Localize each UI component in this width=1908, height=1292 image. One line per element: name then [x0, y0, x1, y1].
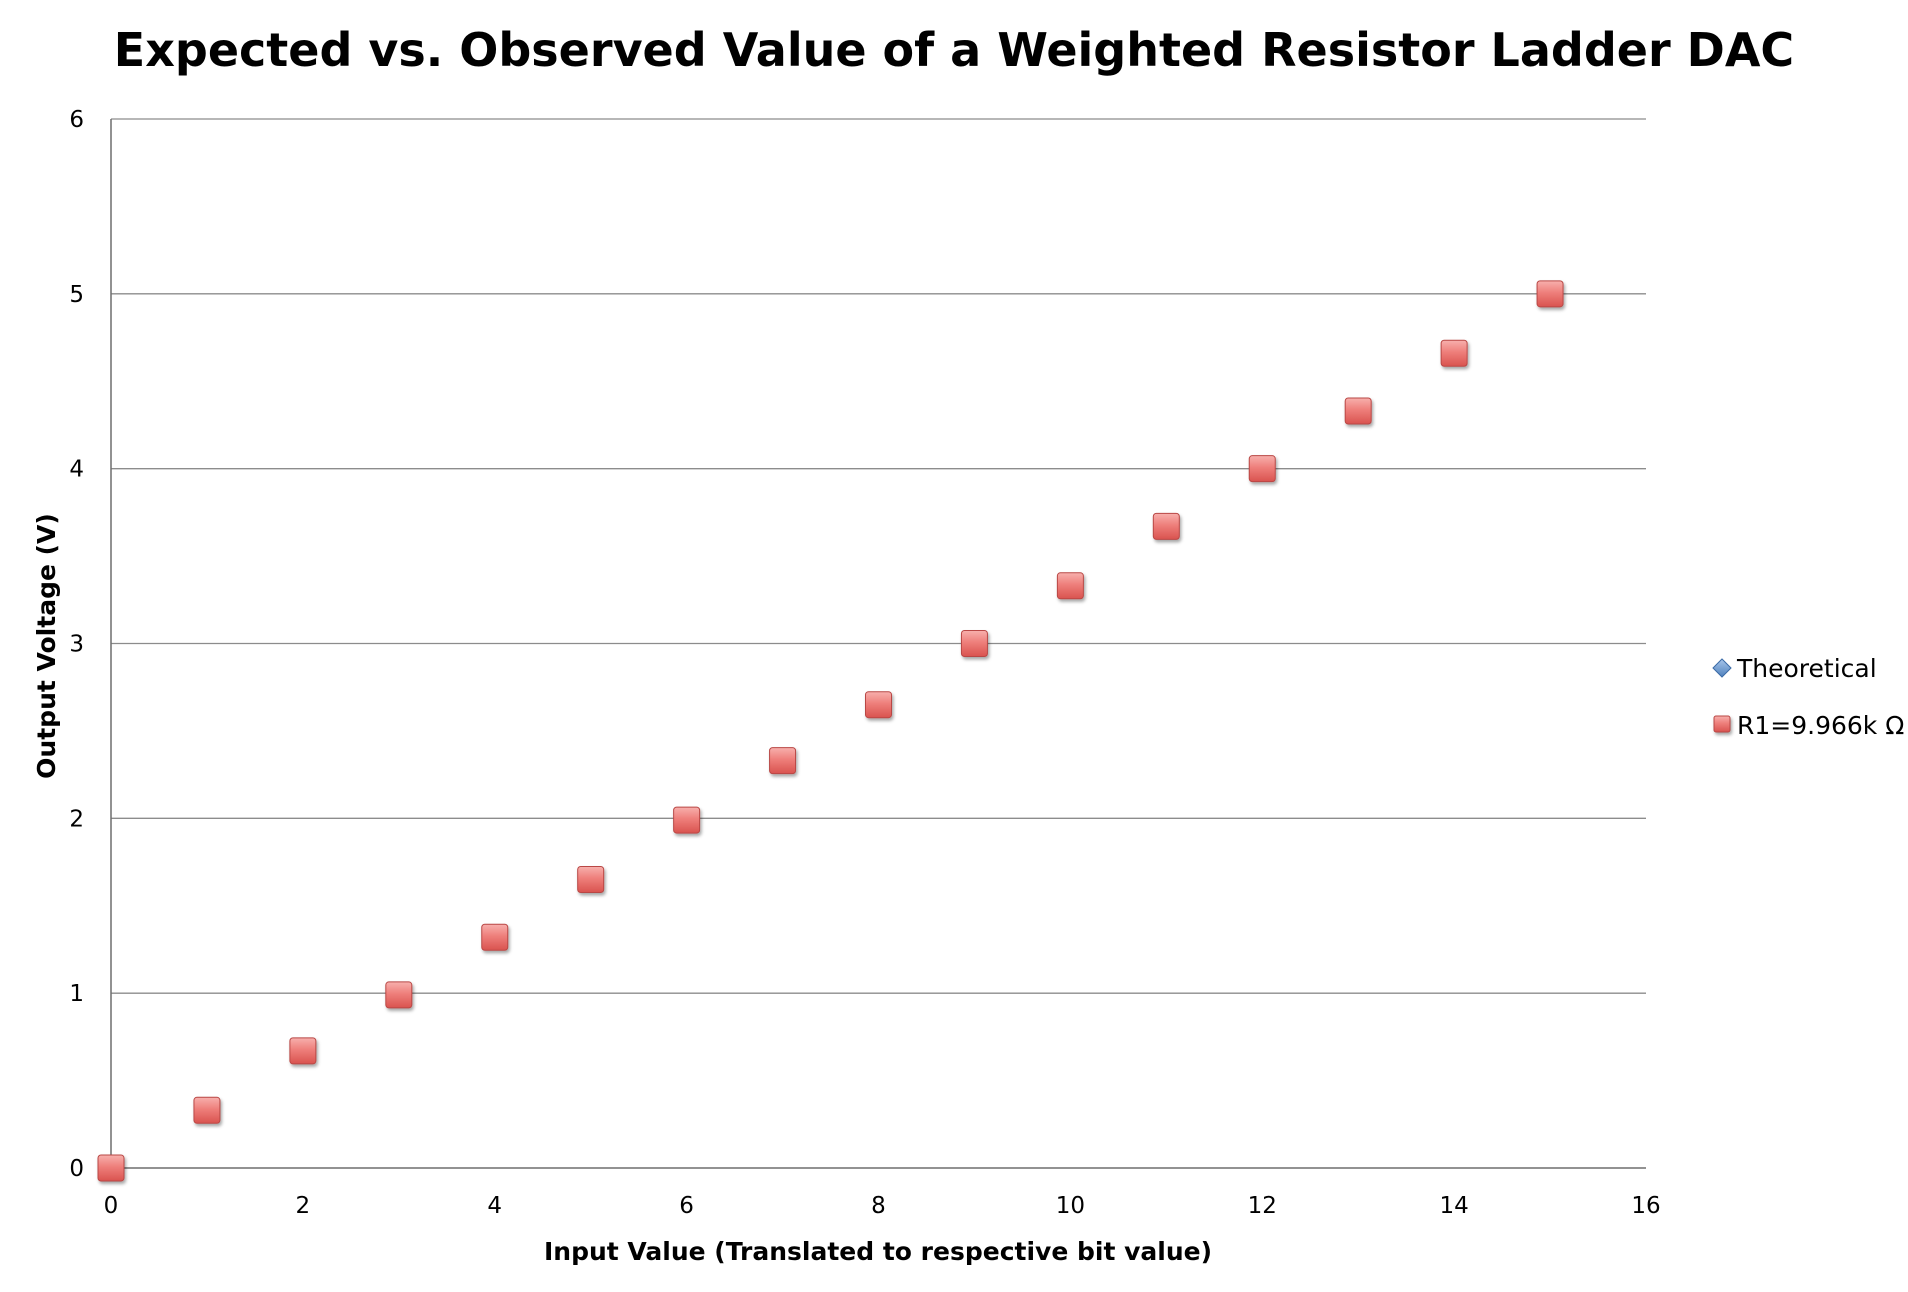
y-tick-label-0: 0 [69, 1156, 84, 1182]
x-tick-labels: 0 2 4 6 8 10 12 14 16 [104, 1193, 1661, 1219]
r1-point-3 [385, 981, 413, 1009]
r1-point-15 [1536, 280, 1564, 308]
legend-marker-diamond-icon [1712, 658, 1732, 678]
chart-title: Expected vs. Observed Value of a Weighte… [114, 23, 1794, 77]
x-axis-label: Input Value (Translated to respective bi… [544, 1237, 1212, 1266]
x-tick-label-1: 2 [296, 1193, 311, 1219]
y-tick-label-6: 6 [69, 107, 84, 133]
x-tick-label-0: 0 [104, 1193, 119, 1219]
r1-point-1 [193, 1096, 221, 1124]
x-tick-label-8: 16 [1631, 1193, 1660, 1219]
legend-marker-square-icon [1713, 715, 1731, 733]
y-tick-label-2: 2 [69, 806, 84, 832]
x-tick-label-2: 4 [487, 1193, 502, 1219]
axes [110, 119, 1646, 1169]
y-axis-label: Output Voltage (V) [32, 513, 61, 779]
gridlines [111, 118, 1646, 994]
r1-point-12 [1248, 455, 1276, 483]
series-theoretical [102, 285, 1559, 1177]
legend-label-r1: R1=9.966k Ω [1737, 711, 1904, 740]
x-tick-label-6: 12 [1248, 1193, 1277, 1219]
y-tick-label-1: 1 [69, 981, 84, 1007]
y-tick-label-5: 5 [69, 282, 84, 308]
r1-point-5 [577, 866, 605, 894]
legend: Theoretical R1=9.966k Ω [1712, 654, 1904, 740]
x-tick-label-7: 14 [1439, 1193, 1468, 1219]
x-tick-label-5: 10 [1056, 1193, 1085, 1219]
r1-point-13 [1344, 397, 1372, 425]
series-r1 [97, 280, 1564, 1182]
r1-point-10 [1056, 572, 1084, 600]
x-tick-label-3: 6 [679, 1193, 694, 1219]
y-tick-label-3: 3 [69, 632, 84, 658]
legend-item-theoretical: Theoretical [1712, 654, 1877, 683]
r1-point-0 [97, 1154, 125, 1182]
y-tick-label-4: 4 [69, 457, 84, 483]
r1-point-8 [865, 691, 892, 719]
r1-point-6 [673, 806, 701, 834]
legend-label-theoretical: Theoretical [1736, 654, 1877, 683]
r1-point-2 [289, 1037, 317, 1065]
legend-item-r1: R1=9.966k Ω [1713, 711, 1904, 740]
r1-point-4 [481, 923, 509, 951]
x-tick-label-4: 8 [871, 1193, 886, 1219]
r1-point-14 [1440, 339, 1468, 367]
r1-point-11 [1152, 512, 1180, 540]
y-tick-labels: 0 1 2 3 4 5 6 [69, 107, 84, 1182]
r1-point-7 [769, 747, 797, 775]
r1-point-9 [960, 630, 988, 657]
